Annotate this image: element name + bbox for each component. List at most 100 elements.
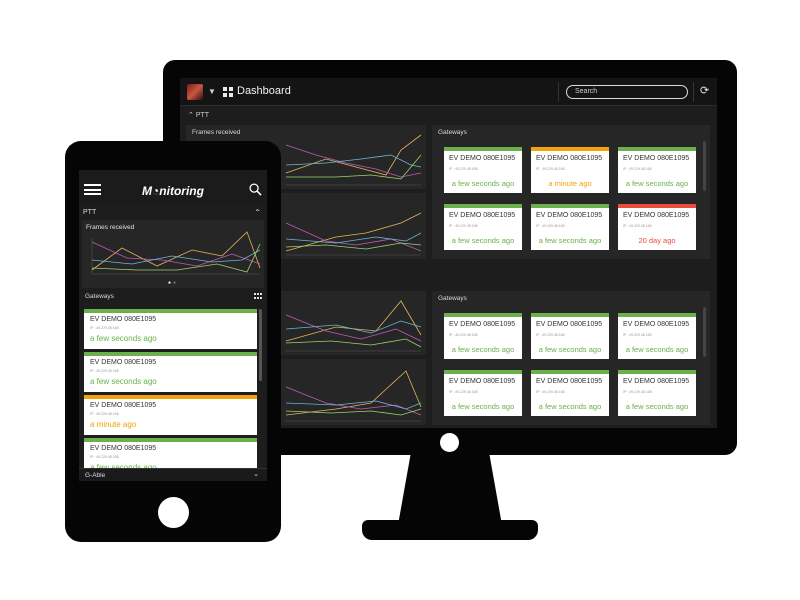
gateway-name: EV DEMO 080E1095 bbox=[90, 445, 157, 452]
gateway-ip: IP : 49.229.48.168 bbox=[449, 224, 478, 228]
gateway-status: a few seconds ago bbox=[451, 236, 515, 245]
chart-line bbox=[285, 338, 422, 348]
gateway-name: EV DEMO 080E1095 bbox=[449, 321, 516, 328]
gateway-status: a few seconds ago bbox=[451, 402, 515, 411]
chart-line bbox=[285, 242, 422, 250]
gateway-card[interactable]: EV DEMO 080E1095 IP : 49.229.48.168 a few … bbox=[444, 147, 522, 193]
line-chart bbox=[285, 212, 422, 256]
gateway-status: a few seconds ago bbox=[90, 463, 157, 472]
chart-line bbox=[285, 144, 422, 178]
carousel-dots[interactable]: ●● bbox=[167, 280, 179, 286]
gateway-card[interactable]: EV DEMO 080E1095 IP : 49.229.48.168 a few … bbox=[531, 313, 609, 359]
gateway-card[interactable]: EV DEMO 080E1095 IP : 49.229.48.168 a few … bbox=[618, 370, 696, 416]
gateway-status: a few seconds ago bbox=[538, 236, 602, 245]
gateways-title: Gateways bbox=[85, 293, 114, 300]
line-chart bbox=[285, 300, 422, 352]
section-toggle-gable[interactable]: G-Able ⌄ bbox=[79, 468, 267, 481]
home-button bbox=[158, 497, 189, 528]
gateway-card[interactable]: EV DEMO 080E1095 IP : 49.229.48.168 a minu… bbox=[531, 147, 609, 193]
mobile-topbar: M◔nitoring bbox=[79, 170, 267, 206]
chart-line bbox=[285, 222, 422, 252]
line-chart bbox=[91, 231, 261, 275]
gateway-card[interactable]: EV DEMO 080E1095 IP : 49.229.48.168 a minu… bbox=[84, 395, 257, 435]
app-logo: M◔nitoring bbox=[142, 184, 204, 198]
gateway-card[interactable]: EV DEMO 080E1095 IP : 49.229.48.168 a few … bbox=[618, 147, 696, 193]
gateway-ip: IP : 49.229.48.168 bbox=[536, 390, 565, 394]
scrollbar[interactable] bbox=[259, 309, 262, 381]
grid-icon[interactable] bbox=[254, 293, 262, 300]
chart-line bbox=[285, 314, 422, 342]
user-avatar[interactable] bbox=[187, 84, 203, 100]
chart-line bbox=[91, 241, 261, 267]
chart-title: Frames received bbox=[192, 129, 241, 136]
gateway-ip: IP : 49.229.48.168 bbox=[623, 390, 652, 394]
hamburger-menu-icon[interactable] bbox=[84, 184, 101, 195]
gateway-status: a few seconds ago bbox=[625, 345, 689, 354]
gateway-card[interactable]: EV DEMO 080E1095 IP : 49.229.48.168 a few … bbox=[444, 313, 522, 359]
search-icon[interactable] bbox=[249, 183, 262, 196]
gateway-status: a minute ago bbox=[548, 179, 592, 188]
chart-line bbox=[285, 386, 422, 416]
gateway-name: EV DEMO 080E1095 bbox=[623, 212, 690, 219]
chart-title: Frames received bbox=[86, 224, 135, 231]
gateway-ip: IP : 49.229.48.168 bbox=[536, 333, 565, 337]
chevron-down-icon[interactable]: ▼ bbox=[208, 87, 216, 96]
gateways-title: Gateways bbox=[438, 129, 467, 136]
section-toggle-ptt[interactable]: PTT ⌃ bbox=[79, 206, 267, 220]
section-label: PTT bbox=[83, 209, 97, 216]
gateway-card[interactable]: EV DEMO 080E1095 IP : 49.229.48.168 a few … bbox=[531, 370, 609, 416]
chart-line bbox=[285, 134, 422, 176]
gateway-name: EV DEMO 080E1095 bbox=[536, 378, 603, 385]
chart-line bbox=[286, 154, 422, 180]
gateway-status: a few seconds ago bbox=[90, 334, 157, 343]
gateways-title: Gateways bbox=[438, 295, 467, 302]
refresh-icon[interactable]: ⟳ bbox=[700, 85, 710, 97]
gateway-card[interactable]: EV DEMO 080E1095 IP : 49.229.48.168 a few … bbox=[84, 352, 257, 392]
gateway-card[interactable]: EV DEMO 080E1095 IP : 49.229.48.168 a few … bbox=[618, 313, 696, 359]
gateway-ip: IP : 49.229.48.168 bbox=[536, 167, 565, 171]
gateway-name: EV DEMO 080E1095 bbox=[536, 212, 603, 219]
gateway-name: EV DEMO 080E1095 bbox=[623, 321, 690, 328]
gateway-name: EV DEMO 080E1095 bbox=[90, 402, 157, 409]
search-input[interactable]: Search bbox=[566, 85, 688, 99]
chevron-up-icon: ⌃ bbox=[254, 208, 261, 217]
gateway-status: a few seconds ago bbox=[451, 179, 515, 188]
chart-line bbox=[91, 231, 261, 271]
chart-line bbox=[285, 320, 422, 334]
gateway-card[interactable]: EV DEMO 080E1095 IP : 49.229.48.168 a few … bbox=[444, 204, 522, 250]
chevron-up-icon: ⌃ bbox=[188, 112, 194, 119]
section-label: G-Able bbox=[85, 472, 106, 479]
gateway-name: EV DEMO 080E1095 bbox=[623, 155, 690, 162]
power-button bbox=[440, 433, 459, 452]
gateway-name: EV DEMO 080E1095 bbox=[90, 316, 157, 323]
gateway-card[interactable]: EV DEMO 080E1095 IP : 49.229.48.168 a few … bbox=[444, 370, 522, 416]
line-chart bbox=[285, 134, 422, 186]
gateway-ip: IP : 49.229.48.168 bbox=[90, 455, 119, 459]
gateway-card[interactable]: EV DEMO 080E1095 IP : 49.229.48.168 20 day… bbox=[618, 204, 696, 250]
scrollbar[interactable] bbox=[703, 307, 706, 357]
monitor-stand-base bbox=[362, 520, 538, 540]
gateway-name: EV DEMO 080E1095 bbox=[536, 321, 603, 328]
chart-line bbox=[285, 154, 422, 168]
gateway-status: a minute ago bbox=[90, 420, 137, 429]
chart-line bbox=[91, 243, 261, 273]
gateway-ip: IP : 49.229.48.168 bbox=[90, 369, 119, 373]
section-label: PTT bbox=[195, 112, 210, 119]
gateway-status: a few seconds ago bbox=[90, 377, 157, 386]
gateway-ip: IP : 49.229.48.168 bbox=[536, 224, 565, 228]
gateway-status: a few seconds ago bbox=[451, 345, 515, 354]
gateway-status: a few seconds ago bbox=[625, 179, 689, 188]
gateway-name: EV DEMO 080E1095 bbox=[536, 155, 603, 162]
section-toggle-ptt[interactable]: ⌃ PTT bbox=[188, 111, 209, 119]
scrollbar[interactable] bbox=[703, 141, 706, 191]
gateway-card[interactable]: EV DEMO 080E1095 IP : 49.229.48.168 a few … bbox=[531, 204, 609, 250]
gateway-card[interactable]: EV DEMO 080E1095 IP : 49.229.48.168 a few … bbox=[84, 309, 257, 349]
grid-icon[interactable] bbox=[223, 87, 233, 97]
page-title: Dashboard bbox=[237, 85, 291, 97]
chart-line bbox=[285, 400, 422, 410]
gateway-ip: IP : 49.229.48.168 bbox=[623, 167, 652, 171]
divider bbox=[693, 82, 694, 102]
line-chart bbox=[285, 370, 422, 422]
gateway-name: EV DEMO 080E1095 bbox=[449, 212, 516, 219]
